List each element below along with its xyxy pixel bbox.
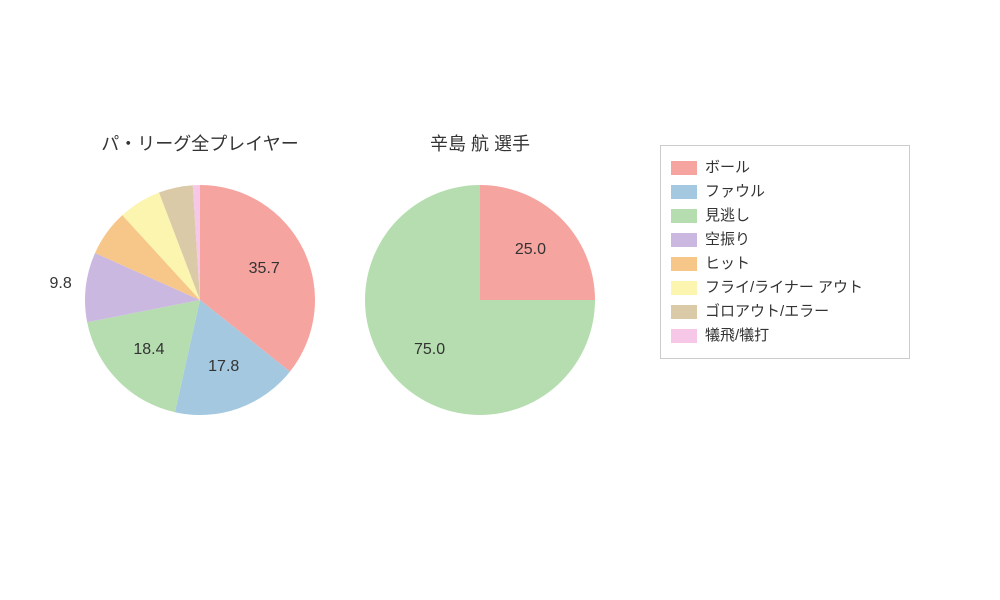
legend-label-foul: ファウル xyxy=(705,180,765,204)
legend-item-groundout: ゴロアウト/エラー xyxy=(671,300,895,324)
pie-league-label-swing: 9.8 xyxy=(49,275,71,293)
legend-item-foul: ファウル xyxy=(671,180,895,204)
legend-item-miss: 見逃し xyxy=(671,204,895,228)
legend-label-flyout: フライ/ライナー アウト xyxy=(705,276,863,300)
legend: ボールファウル見逃し空振りヒットフライ/ライナー アウトゴロアウト/エラー犠飛/… xyxy=(660,145,910,359)
legend-swatch-ball xyxy=(671,161,697,175)
legend-item-swing: 空振り xyxy=(671,228,895,252)
legend-swatch-hit xyxy=(671,257,697,271)
pie-player xyxy=(365,185,595,420)
legend-swatch-swing xyxy=(671,233,697,247)
legend-item-hit: ヒット xyxy=(671,252,895,276)
legend-swatch-foul xyxy=(671,185,697,199)
pie-league xyxy=(85,185,315,420)
legend-swatch-miss xyxy=(671,209,697,223)
legend-label-hit: ヒット xyxy=(705,252,750,276)
legend-label-ball: ボール xyxy=(705,156,750,180)
pie-league-label-ball: 35.7 xyxy=(249,260,280,278)
legend-label-swing: 空振り xyxy=(705,228,750,252)
pie-player-title: 辛島 航 選手 xyxy=(370,130,590,156)
legend-label-miss: 見逃し xyxy=(705,204,750,228)
legend-swatch-groundout xyxy=(671,305,697,319)
pie-league-svg xyxy=(85,185,315,415)
legend-item-sac: 犠飛/犠打 xyxy=(671,324,895,348)
pie-player-svg xyxy=(365,185,595,415)
pie-player-label-ball: 25.0 xyxy=(515,241,546,259)
legend-swatch-flyout xyxy=(671,281,697,295)
pie-league-label-foul: 17.8 xyxy=(208,358,239,376)
legend-item-ball: ボール xyxy=(671,156,895,180)
legend-label-sac: 犠飛/犠打 xyxy=(705,324,769,348)
pie-league-label-miss: 18.4 xyxy=(133,341,164,359)
chart-stage: パ・リーグ全プレイヤー 35.7 17.8 18.4 9.8 辛島 航 選手 25.0 75.… xyxy=(0,0,1000,600)
legend-label-groundout: ゴロアウト/エラー xyxy=(705,300,829,324)
legend-swatch-sac xyxy=(671,329,697,343)
pie-league-title: パ・リーグ全プレイヤー xyxy=(80,130,320,156)
pie-player-label-miss: 75.0 xyxy=(414,341,445,359)
legend-item-flyout: フライ/ライナー アウト xyxy=(671,276,895,300)
